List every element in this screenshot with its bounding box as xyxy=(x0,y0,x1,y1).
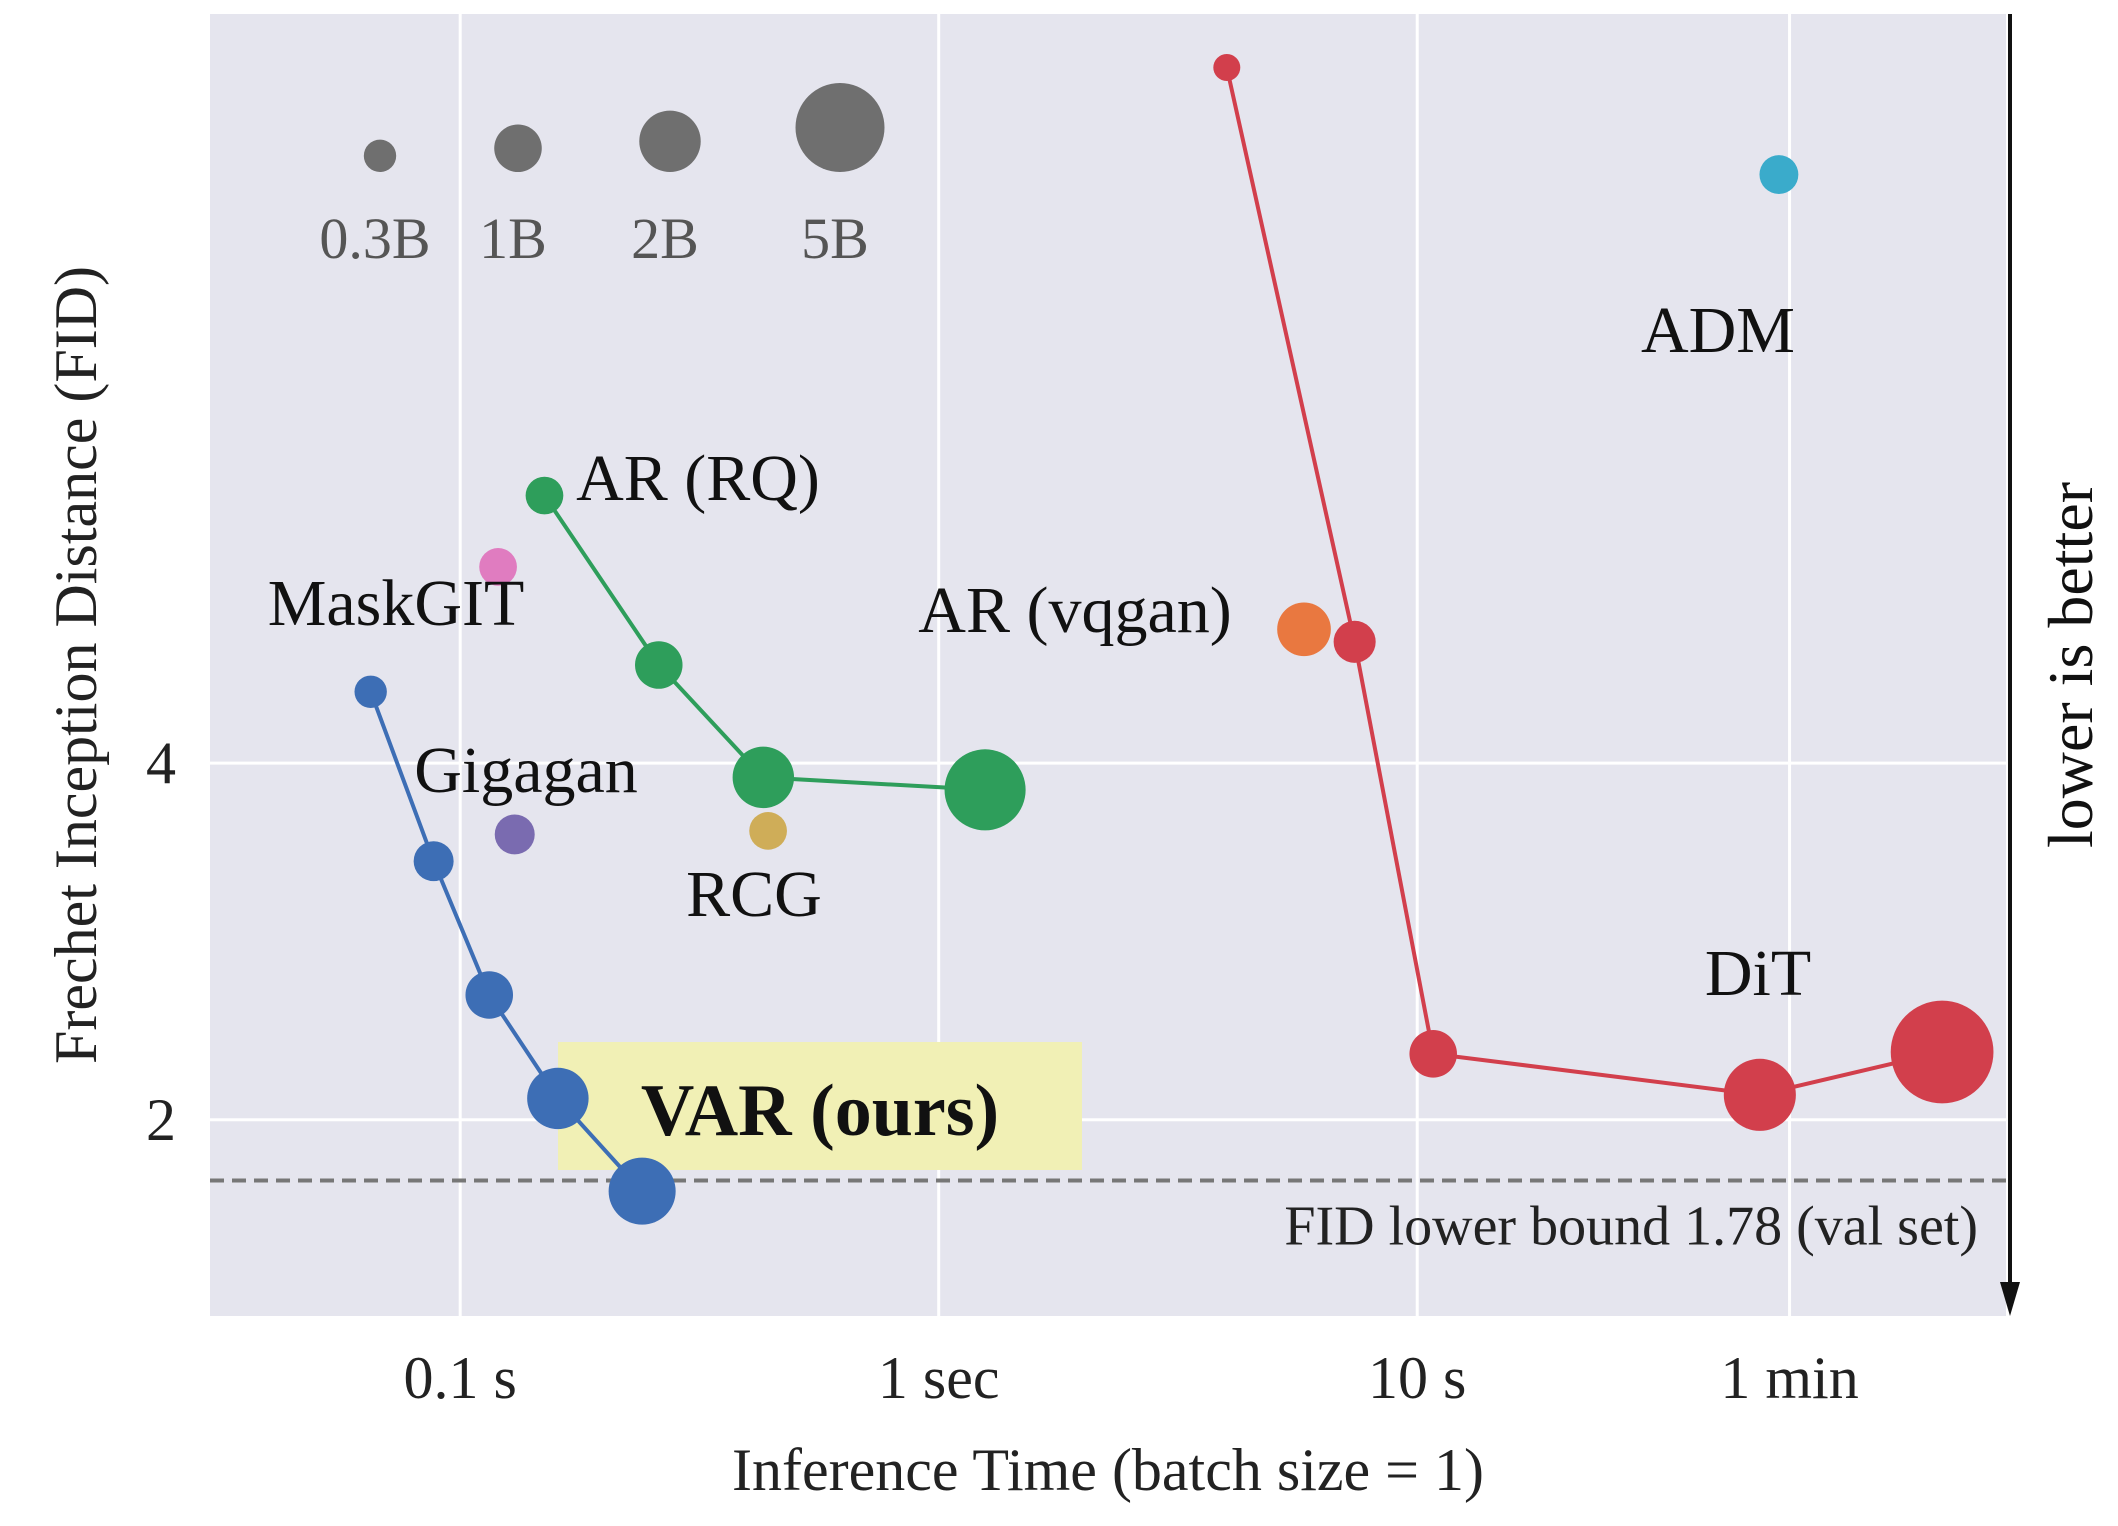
data-point xyxy=(1213,54,1241,82)
data-point xyxy=(494,814,535,855)
series-ar-vqgan xyxy=(1277,602,1331,657)
legend-label: 1B xyxy=(479,206,547,271)
legend-label: 0.3B xyxy=(319,206,430,271)
data-point xyxy=(465,971,514,1019)
plot-area xyxy=(210,14,2006,1316)
label-maskgit: MaskGIT xyxy=(268,567,525,640)
legend-marker xyxy=(639,110,701,172)
grid xyxy=(210,14,2006,1316)
label-adm: ADM xyxy=(1641,294,1795,367)
data-point xyxy=(732,746,795,809)
lower-is-better-label: lower is better xyxy=(2035,482,2106,848)
data-point xyxy=(413,841,454,882)
x-tick-label: 10 s xyxy=(1368,1345,1466,1411)
data-point xyxy=(354,675,387,708)
series-ar-rq xyxy=(525,476,1026,831)
data-point xyxy=(1277,602,1331,657)
y-axis-label: Frechet Inception Distance (FID) xyxy=(43,266,109,1064)
legend-label: 2B xyxy=(631,206,699,271)
data-point xyxy=(1759,155,1799,194)
data-point xyxy=(1890,1000,1994,1104)
data-point xyxy=(525,476,564,515)
label-gigagan: Gigagan xyxy=(414,734,638,807)
series-labels: VAR (ours) AR (RQ) DiT MaskGIT Gigagan RCG AR … xyxy=(268,294,1811,1152)
side-arrow-head xyxy=(2000,1282,2020,1316)
y-tick-label: 2 xyxy=(146,1087,176,1153)
series-maskgit xyxy=(479,548,517,586)
label-dit: DiT xyxy=(1705,937,1811,1010)
fid-lower-bound-label: FID lower bound 1.78 (val set) xyxy=(1284,1195,1978,1257)
data-point xyxy=(634,641,683,689)
data-point xyxy=(1333,620,1376,663)
legend-marker xyxy=(795,83,885,172)
x-tick-label: 0.1 s xyxy=(404,1345,517,1411)
x-axis-label: Inference Time (batch size = 1) xyxy=(732,1437,1484,1503)
series-var-ours xyxy=(354,675,676,1225)
data-point xyxy=(749,812,787,850)
label-ar-rq: AR (RQ) xyxy=(576,442,820,515)
x-tick-label: 1 sec xyxy=(878,1345,1000,1411)
series-gigagan xyxy=(494,814,535,855)
data-point xyxy=(1409,1030,1457,1078)
x-tick-label: 1 min xyxy=(1720,1345,1858,1411)
data-point xyxy=(479,548,517,586)
legend-marker xyxy=(363,139,397,172)
legend-label: 5B xyxy=(801,206,869,271)
reference-line-group: FID lower bound 1.78 (val set) xyxy=(210,1178,2006,1257)
y-tick-label: 4 xyxy=(146,730,176,796)
label-rcg: RCG xyxy=(686,858,822,931)
series-group xyxy=(354,54,1994,1225)
data-point xyxy=(527,1067,589,1130)
series-line xyxy=(542,494,986,792)
data-point xyxy=(1723,1058,1796,1131)
label-var-ours: VAR (ours) xyxy=(641,1070,999,1152)
tick-labels: 0.1 s 1 sec 10 s 1 min 2 4 xyxy=(146,730,1859,1411)
size-legend: 0.3B 1B 2B 5B xyxy=(319,83,885,271)
series-adm xyxy=(1759,155,1799,194)
series-rcg xyxy=(749,812,787,850)
highlight-group xyxy=(558,1042,1082,1170)
label-ar-vqgan: AR (vqgan) xyxy=(918,574,1231,647)
data-point xyxy=(608,1157,676,1225)
legend-marker xyxy=(494,124,542,172)
var-highlight-box xyxy=(558,1042,1082,1170)
series-dit xyxy=(1213,54,1994,1131)
data-point xyxy=(944,749,1026,831)
